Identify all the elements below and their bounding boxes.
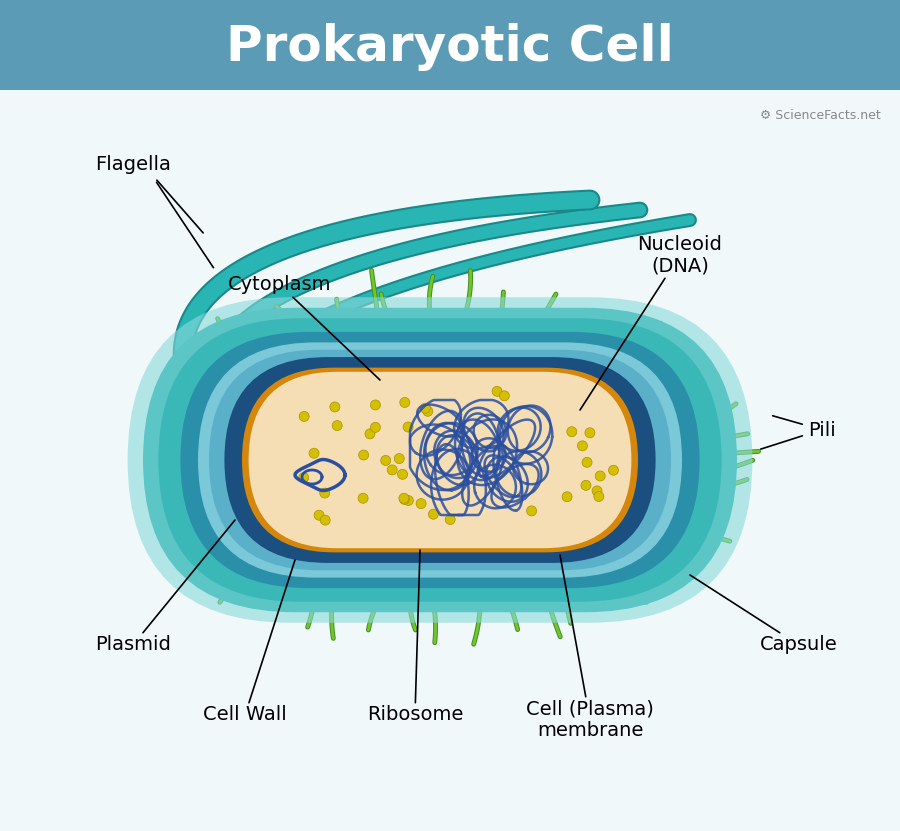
FancyBboxPatch shape xyxy=(143,307,737,612)
Text: Capsule: Capsule xyxy=(690,575,838,655)
Circle shape xyxy=(420,403,430,413)
Circle shape xyxy=(359,450,369,460)
Circle shape xyxy=(371,400,381,410)
FancyBboxPatch shape xyxy=(198,342,682,578)
Text: Flagella: Flagella xyxy=(95,155,171,175)
Text: Cytoplasm: Cytoplasm xyxy=(229,276,380,380)
Circle shape xyxy=(416,499,426,509)
Circle shape xyxy=(320,515,330,525)
FancyBboxPatch shape xyxy=(128,297,752,622)
FancyBboxPatch shape xyxy=(180,332,699,588)
Circle shape xyxy=(500,391,509,401)
Circle shape xyxy=(332,420,342,430)
Circle shape xyxy=(299,411,310,421)
FancyBboxPatch shape xyxy=(209,350,671,570)
Circle shape xyxy=(594,491,604,501)
Text: Prokaryotic Cell: Prokaryotic Cell xyxy=(226,23,674,71)
Circle shape xyxy=(299,473,309,483)
Circle shape xyxy=(403,422,413,432)
Text: Plasmid: Plasmid xyxy=(95,520,235,655)
Circle shape xyxy=(446,514,455,524)
Circle shape xyxy=(423,406,433,416)
FancyBboxPatch shape xyxy=(158,318,722,602)
FancyBboxPatch shape xyxy=(248,371,632,548)
Circle shape xyxy=(358,494,368,504)
Text: Ribosome: Ribosome xyxy=(367,550,464,725)
Circle shape xyxy=(428,509,438,519)
Circle shape xyxy=(387,465,397,475)
Circle shape xyxy=(595,471,605,481)
Circle shape xyxy=(592,486,602,496)
Circle shape xyxy=(394,454,404,464)
Circle shape xyxy=(581,480,591,490)
FancyBboxPatch shape xyxy=(0,0,900,90)
Circle shape xyxy=(526,506,536,516)
Circle shape xyxy=(567,426,577,437)
Circle shape xyxy=(400,397,410,407)
Circle shape xyxy=(309,448,320,458)
Circle shape xyxy=(492,386,502,396)
Text: Cell (Plasma)
membrane: Cell (Plasma) membrane xyxy=(526,555,654,740)
FancyBboxPatch shape xyxy=(242,367,638,553)
Circle shape xyxy=(365,429,375,439)
Circle shape xyxy=(371,422,381,432)
Circle shape xyxy=(403,495,413,505)
Circle shape xyxy=(330,402,340,412)
Text: Nucleoid
(DNA): Nucleoid (DNA) xyxy=(580,234,723,410)
Circle shape xyxy=(381,455,391,465)
Circle shape xyxy=(398,470,408,479)
Text: Pili: Pili xyxy=(808,420,836,440)
Circle shape xyxy=(562,492,572,502)
Circle shape xyxy=(578,440,588,450)
Text: Cell Wall: Cell Wall xyxy=(203,560,295,725)
Circle shape xyxy=(399,494,409,504)
Text: ⚙ ScienceFacts.net: ⚙ ScienceFacts.net xyxy=(760,109,881,121)
Circle shape xyxy=(400,494,410,504)
FancyBboxPatch shape xyxy=(224,357,655,563)
Circle shape xyxy=(320,488,329,498)
Circle shape xyxy=(582,457,592,467)
Circle shape xyxy=(608,465,618,475)
Circle shape xyxy=(585,428,595,438)
Circle shape xyxy=(314,510,324,520)
